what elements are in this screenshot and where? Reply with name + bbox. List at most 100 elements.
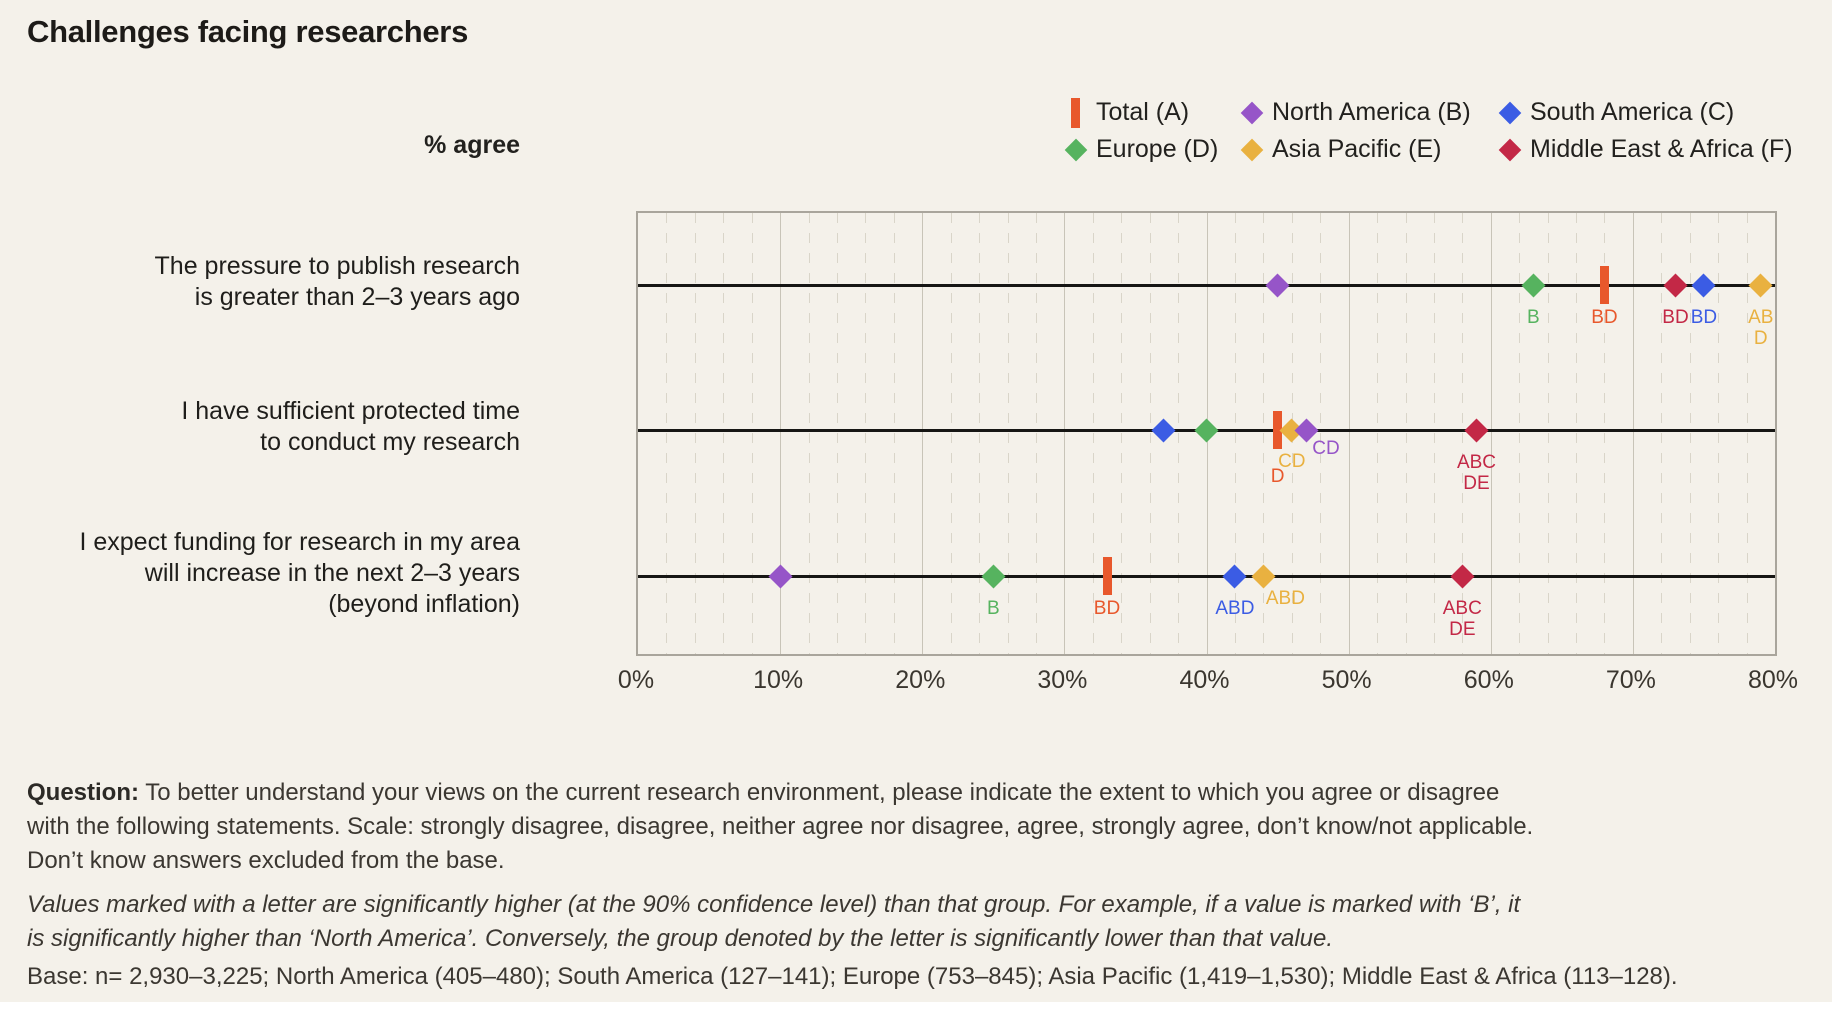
gridline-minor — [1035, 213, 1037, 654]
statement-line — [638, 574, 1775, 578]
gridline-minor — [837, 213, 838, 654]
gridline-minor — [1661, 213, 1663, 654]
gridline-minor — [1149, 213, 1151, 654]
category-label: I expect funding for research in my area… — [79, 527, 520, 618]
percent-agree-label: % agree — [424, 131, 520, 159]
marker-europe — [1194, 417, 1219, 443]
sig-label-europe: B — [1527, 307, 1540, 328]
gridline-minor — [751, 213, 753, 654]
sig-label-total: D — [1270, 466, 1285, 487]
chart-legend: Total (A) North America (B) South America … — [1063, 94, 1793, 168]
gridline-minor — [1377, 213, 1379, 654]
legend-item-total: Total (A) — [1063, 97, 1239, 128]
gridline-minor — [893, 213, 895, 654]
marker-europe — [981, 563, 1006, 589]
x-tick-label: 70% — [1605, 666, 1656, 694]
x-tick-label: 20% — [895, 666, 946, 694]
significance-note: Values marked with a letter are signific… — [27, 891, 1521, 952]
bottom-strip — [0, 1002, 1832, 1012]
marker-north_america — [768, 563, 793, 589]
sig-label-south_america: ABD — [1215, 598, 1255, 619]
marker-europe — [1521, 272, 1546, 298]
legend-label-middle_east_africa: Middle East & Africa (F) — [1530, 135, 1793, 163]
gridline-minor — [1092, 213, 1094, 654]
swatch-shape — [1498, 138, 1522, 161]
diamond-swatch-asia_pacific — [1239, 137, 1265, 163]
legend-row: Europe (D) Asia Pacific (E) Middle East & … — [1063, 131, 1793, 168]
gridline-minor — [1121, 213, 1123, 654]
legend-item-south_america: South America (C) — [1497, 98, 1793, 127]
marker-south_america — [1222, 563, 1247, 589]
gridline-minor — [1746, 213, 1748, 654]
marker-total — [1102, 557, 1112, 595]
marker-north_america — [1265, 272, 1290, 298]
sig-label-total: BD — [1591, 307, 1618, 328]
question-text: To better understand your views on the c… — [27, 779, 1534, 874]
gridline-minor — [1547, 213, 1549, 654]
marker-south_america — [1691, 272, 1716, 298]
diamond-swatch-middle_east_africa — [1497, 137, 1523, 163]
sig-label-asia_pacific: CD — [1278, 451, 1306, 472]
gridline-minor — [979, 213, 981, 654]
swatch-shape — [1064, 138, 1088, 161]
legend-item-europe: Europe (D) — [1063, 135, 1239, 164]
gridline-minor — [723, 213, 725, 654]
swatch-shape — [1240, 138, 1264, 161]
question-label: Question: — [27, 779, 139, 806]
swatch-shape — [1498, 101, 1522, 124]
gridline-major — [1632, 213, 1634, 654]
swatch-shape — [1071, 97, 1080, 128]
x-tick-label: 10% — [753, 666, 804, 694]
gridline-major — [1064, 213, 1066, 654]
gridline-major — [780, 213, 782, 654]
gridline-minor — [865, 213, 867, 654]
diamond-swatch-north_america — [1239, 100, 1265, 126]
gridline-minor — [1405, 213, 1407, 654]
x-tick-label: 50% — [1321, 666, 1372, 694]
legend-row: Total (A) North America (B) South America … — [1063, 94, 1793, 131]
marker-south_america — [1151, 417, 1176, 443]
gridline-minor — [1007, 213, 1009, 654]
gridline-minor — [950, 213, 952, 654]
diamond-swatch-south_america — [1497, 100, 1523, 126]
marker-middle_east_africa — [1464, 417, 1489, 443]
gridline-minor — [1462, 213, 1464, 654]
gridline-minor — [666, 213, 668, 654]
legend-item-asia_pacific: Asia Pacific (E) — [1239, 135, 1497, 164]
sig-label-asia_pacific: ABD — [1265, 588, 1305, 609]
marker-total — [1273, 411, 1283, 449]
gridline-minor — [1689, 213, 1691, 654]
legend-item-middle_east_africa: Middle East & Africa (F) — [1497, 135, 1793, 164]
gridline-minor — [694, 213, 696, 654]
legend-label-south_america: South America (C) — [1530, 98, 1735, 126]
gridline-minor — [1178, 213, 1180, 654]
legend-item-north_america: North America (B) — [1239, 98, 1497, 127]
gridline-minor — [1519, 213, 1521, 654]
legend-label-asia_pacific: Asia Pacific (E) — [1272, 135, 1442, 163]
swatch-shape — [1240, 101, 1264, 124]
legend-label-north_america: North America (B) — [1272, 98, 1471, 126]
diamond-swatch-europe — [1063, 137, 1089, 163]
chart-title: Challenges facing researchers — [27, 14, 469, 49]
plot-area: B BD BD BD AB D D CD CD ABC DE B BD ABD ABD ABC DE — [636, 211, 1777, 656]
gridline-minor — [1320, 213, 1322, 654]
marker-middle_east_africa — [1663, 272, 1688, 298]
gridline-minor — [1433, 213, 1435, 654]
legend-label-europe: Europe (D) — [1096, 135, 1219, 163]
gridline-minor — [1576, 213, 1577, 654]
gridline-minor — [1718, 213, 1720, 654]
gridline-minor — [808, 213, 810, 654]
gridline-minor — [1234, 213, 1236, 654]
sig-label-europe: B — [986, 598, 1000, 619]
gridline-major — [1490, 213, 1492, 654]
gridline-minor — [1263, 213, 1265, 654]
marker-middle_east_africa — [1450, 563, 1475, 589]
gridline-major — [922, 213, 924, 654]
legend-label-total: Total (A) — [1096, 98, 1190, 126]
sig-label-middle_east_africa: BD — [1662, 307, 1689, 328]
gridline-major — [1348, 213, 1350, 654]
x-tick-label: 40% — [1179, 666, 1230, 694]
sig-label-north_america: CD — [1312, 438, 1340, 459]
